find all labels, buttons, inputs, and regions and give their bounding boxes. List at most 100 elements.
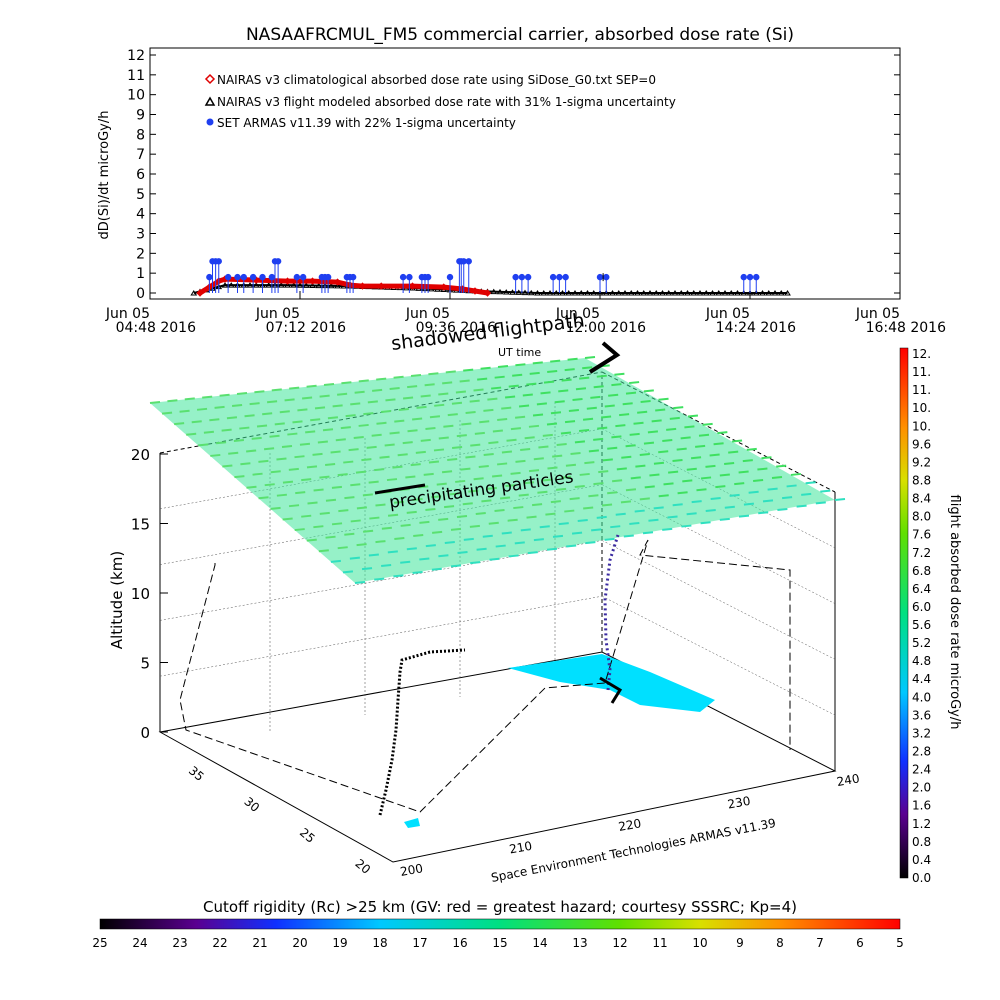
particle-dash [588, 494, 599, 498]
flight-modeled-point [652, 290, 660, 296]
particle-dash [167, 399, 178, 403]
flight-modeled-point [246, 282, 254, 288]
particle-dash [662, 527, 673, 531]
flight-modeled-point [696, 290, 704, 296]
flight-modeled-point [327, 282, 335, 289]
particle-dash [629, 381, 640, 385]
particle-dash [532, 413, 544, 417]
particle-dash [487, 397, 498, 401]
particle-dash [350, 483, 361, 487]
particle-dash [288, 467, 299, 471]
particle-dash [767, 487, 778, 491]
y-tick-label: 1 [136, 266, 145, 282]
particle-dash [372, 388, 383, 392]
particle-dash [337, 392, 348, 396]
particle-dash [713, 442, 724, 446]
x-tick-time: 16:48 2016 [866, 320, 947, 336]
particle-dash [276, 493, 287, 497]
particle-dash [368, 480, 379, 484]
particle-dash [574, 484, 585, 488]
particle-dash [258, 496, 269, 500]
x-tick-time: 07:12 2016 [266, 320, 347, 336]
particle-dash [705, 509, 716, 513]
particle-dash [719, 517, 730, 521]
longitude-ticks: 200 210 220 230 240 [399, 771, 861, 879]
y-tick-label: 12 [127, 48, 145, 64]
particle-dash [583, 506, 594, 510]
flight-track [378, 648, 466, 816]
particle-dash [547, 466, 558, 470]
particle-dash [231, 404, 243, 408]
particle-dash [330, 450, 341, 454]
armas-point [460, 258, 467, 265]
particle-dash [457, 551, 468, 555]
particle-dash [790, 472, 801, 476]
particle-dash [607, 491, 618, 495]
particle-dash [639, 453, 650, 456]
flight-modeled-point [715, 290, 723, 296]
particle-dash [481, 499, 492, 503]
particle-dash [488, 521, 499, 525]
particle-dash [362, 493, 373, 497]
particle-dash [611, 435, 622, 439]
flight-modeled-point [296, 282, 304, 288]
particle-dash [584, 461, 595, 465]
particle-dash [254, 390, 265, 394]
particle-dash [330, 559, 341, 563]
y-tick-label: 3 [136, 227, 145, 243]
particle-dash [375, 540, 386, 544]
particle-dash [834, 498, 846, 501]
particle-dash [371, 433, 382, 437]
particle-dash [476, 547, 487, 551]
particle-dash [299, 442, 311, 446]
particle-dash [469, 524, 480, 528]
legend-marker-flight-modeled [204, 96, 216, 106]
particle-dash [381, 563, 392, 567]
particle-dash [318, 549, 329, 553]
particle-dash [380, 410, 392, 414]
particle-dash [501, 450, 513, 454]
particle-dash [306, 538, 317, 542]
y-tick-label: 0 [136, 286, 145, 302]
particle-dash [651, 419, 662, 423]
particle-dash [629, 521, 640, 525]
armas-point [234, 273, 241, 281]
particle-dash [564, 420, 576, 424]
particle-dash [526, 515, 537, 519]
rigidity-colorbar [99, 918, 901, 930]
particle-dash [578, 429, 590, 433]
particle-dash [433, 448, 445, 452]
particle-dash [301, 514, 312, 518]
rigidity-colorbar-tick-label: 5 [896, 936, 904, 950]
flight-modeled-point [602, 290, 610, 296]
particle-dash [510, 471, 521, 475]
particle-dash [658, 450, 669, 454]
particle-dash [514, 541, 525, 545]
particle-dash [424, 383, 435, 387]
particle-dash [343, 460, 354, 464]
particle-dash [731, 439, 743, 443]
particle-dash [494, 375, 505, 379]
particle-dash [420, 438, 431, 442]
particle-dash [480, 366, 491, 370]
rigidity-colorbar-tick-label: 23 [172, 936, 187, 950]
particle-dash [338, 509, 349, 513]
armas-point [740, 273, 747, 281]
flight-modeled-point [502, 289, 510, 295]
flight-modeled-point [546, 290, 554, 296]
particle-dash [455, 479, 466, 483]
particle-dash [376, 421, 387, 425]
rigidity-colorbar-tick-label: 18 [372, 936, 387, 950]
particle-dash [358, 379, 369, 383]
armas-point [746, 273, 754, 281]
particle-dash [258, 459, 269, 463]
particle-dash [558, 522, 569, 526]
particle-dash [174, 422, 185, 426]
particle-dash [567, 357, 578, 361]
legend-label-armas: SET ARMAS v11.39 with 22% 1-sigma uncert… [217, 116, 516, 130]
particle-dash [612, 479, 623, 483]
particle-dash [289, 386, 300, 390]
flight-modeled-point [784, 290, 791, 296]
particle-dash [604, 537, 615, 541]
particle-dash [491, 386, 502, 390]
